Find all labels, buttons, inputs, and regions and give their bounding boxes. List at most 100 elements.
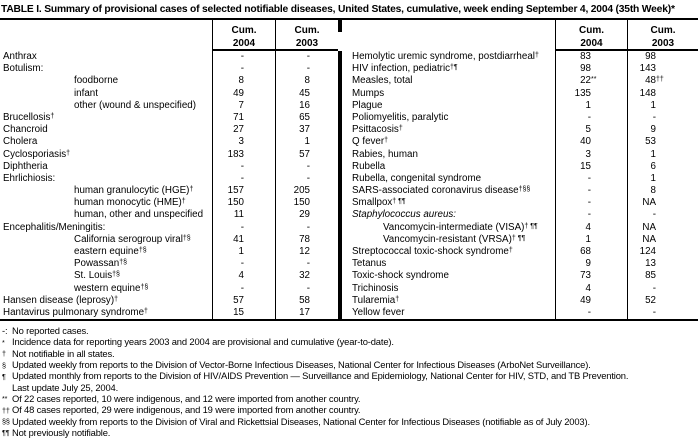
footnote-text: Not notifiable in all states. xyxy=(12,347,115,359)
case-count-cell: 150 xyxy=(212,197,275,210)
footnote-marker: ¶¶ xyxy=(2,428,10,438)
case-count-cell: - xyxy=(555,185,627,198)
disease-label: HIV infection, pediatric xyxy=(352,63,451,75)
case-count: 29 xyxy=(299,209,310,221)
footnote-marker: † xyxy=(66,149,71,157)
case-count: 1 xyxy=(650,99,656,111)
footnote-line: † Not notifiable in all states. xyxy=(1,348,698,359)
disease-name-cell: Smallpox† ¶¶ xyxy=(342,197,555,209)
year-2004-label: 2004 xyxy=(232,37,256,49)
case-count-cell: - xyxy=(212,258,275,271)
disease-name-cell: Brucellosis† xyxy=(0,112,212,124)
case-count: - xyxy=(652,306,656,318)
disease-name-cell: Rubella xyxy=(342,161,555,173)
footnote-marker: †§ xyxy=(112,271,120,279)
case-count: 183 xyxy=(227,148,244,160)
footnote-marker: †† xyxy=(2,405,10,415)
case-count: 27 xyxy=(233,124,244,136)
case-count: NA xyxy=(642,221,656,233)
table-divider xyxy=(338,294,342,307)
disease-label: Staphylococcus aureus: xyxy=(352,209,457,221)
case-count-cell: 1 xyxy=(627,172,698,186)
case-count-cell: 58 xyxy=(275,294,338,307)
case-count: 41 xyxy=(233,233,244,245)
case-count: 17 xyxy=(299,306,310,318)
disease-name-cell: foodborne xyxy=(0,75,212,87)
case-count-cell: 3 xyxy=(212,136,275,149)
case-count-cell: - xyxy=(627,209,698,222)
footnote-line: -: No reported cases. xyxy=(1,325,698,336)
case-count-cell: 83 xyxy=(555,51,627,64)
case-count-cell: - xyxy=(555,209,627,222)
case-count: - xyxy=(306,282,310,294)
case-count-cell: 40 xyxy=(555,136,627,149)
case-count: 71 xyxy=(233,111,244,123)
case-count-cell: 1 xyxy=(627,148,698,161)
footnote-marker: §§ xyxy=(2,417,10,426)
disease-name-cell: Hemolytic uremic syndrome, postdiarrheal… xyxy=(342,51,555,63)
disease-label: California serogroup viral xyxy=(74,233,183,245)
case-count-cell: 49 xyxy=(555,294,627,307)
case-count: 9 xyxy=(650,124,656,136)
case-count: 22 xyxy=(580,75,591,87)
disease-label: Botulism: xyxy=(3,63,44,75)
case-count: 5 xyxy=(585,124,591,136)
disease-name-cell: infant xyxy=(0,88,212,100)
case-count: 11 xyxy=(233,209,244,221)
case-count-cell: 15 xyxy=(212,306,275,320)
case-count-cell: 4 xyxy=(212,270,275,283)
case-count: 4 xyxy=(585,282,591,294)
case-count-cell: - xyxy=(275,160,338,173)
case-count: 85 xyxy=(645,270,656,282)
footnote-marker: †§ xyxy=(119,259,127,267)
case-count: - xyxy=(587,306,591,318)
footnote-line: § Updated weekly from reports to the Divi… xyxy=(1,359,698,370)
disease-name-cell: Psittacosis† xyxy=(342,124,555,136)
footnote-marker: †§ xyxy=(140,283,149,291)
disease-name-cell: Mumps xyxy=(342,88,555,100)
case-count-cell: 1 xyxy=(627,99,698,112)
disease-label: Encephalitis/Meningitis: xyxy=(3,221,106,233)
case-count-cell: - xyxy=(275,282,338,295)
footnote-marker: † ¶¶ xyxy=(511,234,526,242)
case-count: - xyxy=(652,282,656,294)
case-count: - xyxy=(306,172,310,184)
case-count: - xyxy=(652,209,656,221)
case-count-cell: 12 xyxy=(275,246,338,259)
case-count-cell: 98 xyxy=(555,63,627,76)
disease-label: Chancroid xyxy=(3,124,48,136)
case-count-cell: 3 xyxy=(555,148,627,161)
case-count: 4 xyxy=(585,221,591,233)
case-count-cell: 8 xyxy=(275,75,338,88)
disease-label: Vancomycin-intermediate (VISA) xyxy=(383,221,525,233)
case-count-cell: 205 xyxy=(275,185,338,198)
case-count-cell: - xyxy=(212,172,275,186)
disease-name-cell: Yellow fever xyxy=(342,307,555,319)
case-count-cell: 9 xyxy=(555,258,627,271)
footnote-marker: † xyxy=(534,52,539,59)
table-divider xyxy=(338,136,342,149)
footnote-marker: †§ xyxy=(182,234,191,242)
case-count: 65 xyxy=(299,111,310,123)
disease-label: Rubella, congenital syndrome xyxy=(352,172,482,184)
footnote-marker: † xyxy=(189,186,194,194)
case-count-cell: 8 xyxy=(627,185,698,198)
case-count: 16 xyxy=(299,99,310,111)
table-divider xyxy=(338,246,342,259)
case-count: - xyxy=(240,160,244,172)
case-count: 98 xyxy=(580,63,591,75)
disease-label: Toxic-shock syndrome xyxy=(352,270,449,282)
footnote-marker: †¶ xyxy=(450,64,458,72)
table-divider xyxy=(338,160,342,173)
case-count: 15 xyxy=(580,160,591,172)
case-count: 1 xyxy=(238,246,244,257)
case-count: 150 xyxy=(293,197,310,209)
case-count-cell: - xyxy=(212,221,275,234)
case-count: - xyxy=(587,197,591,209)
footnote-line: §§ Updated weekly from reports to the Div… xyxy=(1,416,698,427)
disease-label: western equine xyxy=(74,282,141,294)
case-count: 40 xyxy=(580,136,591,148)
case-count: 13 xyxy=(645,258,656,270)
case-count-cell: 71 xyxy=(212,111,275,125)
case-count-cell: 9 xyxy=(627,124,698,137)
